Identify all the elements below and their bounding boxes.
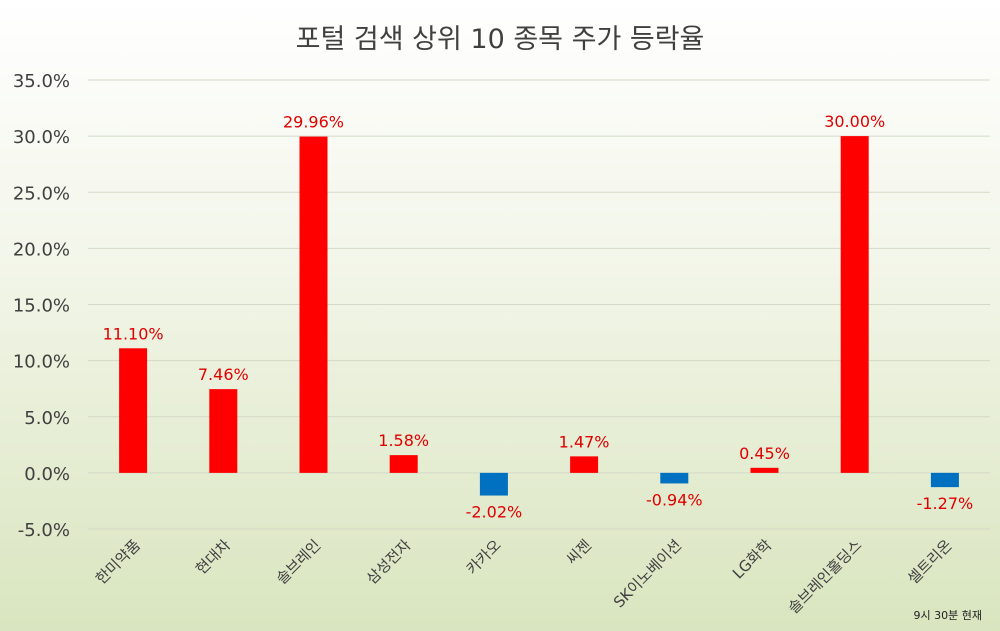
data-label: 1.58% [378, 431, 429, 450]
y-tick-label: 10.0% [13, 352, 70, 373]
category-label: 삼성전자 [363, 536, 415, 588]
y-tick-label: -5.0% [18, 520, 70, 541]
y-tick-label: 15.0% [13, 296, 70, 317]
bar [840, 136, 869, 473]
data-label: -0.94% [646, 490, 703, 509]
category-label: SK이노베이션 [610, 536, 685, 611]
data-label: 11.10% [103, 324, 164, 343]
y-tick-label: 35.0% [13, 71, 70, 92]
data-label: 7.46% [198, 365, 249, 384]
x-axis-labels: 한미약품 현대차 솔브레인 삼성전자 카카오 씨젠 SK이노베이션 LG화학 솔브레인홀딩스 셀트… [92, 536, 956, 617]
data-label: 1.47% [559, 432, 610, 451]
category-label: 솔브레인홀딩스 [784, 536, 865, 617]
y-tick-label: 5.0% [24, 408, 70, 429]
y-axis-ticks: 35.0% 30.0% 25.0% 20.0% 15.0% 10.0% 5.0% 0.0% -5… [13, 71, 70, 541]
chart-title: 포털 검색 상위 10 종목 주가 등락율 [296, 24, 705, 55]
category-label: 한미약품 [92, 536, 144, 588]
y-tick-label: 20.0% [13, 239, 70, 260]
y-tick-label: 25.0% [13, 183, 70, 204]
data-label: 29.96% [283, 113, 344, 132]
bar [930, 472, 959, 488]
bar [389, 455, 418, 473]
bar [479, 472, 508, 496]
data-label: -1.27% [917, 494, 974, 513]
bar [750, 467, 779, 473]
y-tick-label: 30.0% [13, 127, 70, 148]
bar [119, 348, 148, 473]
category-label: 셀트리온 [904, 536, 956, 588]
category-label: 솔브레인 [273, 536, 325, 588]
time-footnote: 9시 30분 현재 [913, 609, 982, 622]
data-label: 0.45% [739, 444, 790, 463]
grid-lines [88, 79, 990, 530]
bar [209, 389, 238, 473]
bars [119, 136, 959, 496]
category-label: 씨젠 [563, 536, 595, 568]
data-labels: 11.10% 7.46% 29.96% 1.58% -2.02% 1.47% -0.94% 0… [103, 112, 974, 521]
category-label: LG화학 [729, 536, 776, 583]
bar [570, 456, 599, 473]
data-label: -2.02% [466, 503, 523, 522]
bar [299, 136, 328, 473]
bar [660, 472, 689, 484]
y-tick-label: 0.0% [24, 464, 70, 485]
data-label: 30.00% [824, 112, 885, 131]
category-label: 현대차 [192, 536, 234, 578]
category-label: 카카오 [463, 536, 505, 578]
